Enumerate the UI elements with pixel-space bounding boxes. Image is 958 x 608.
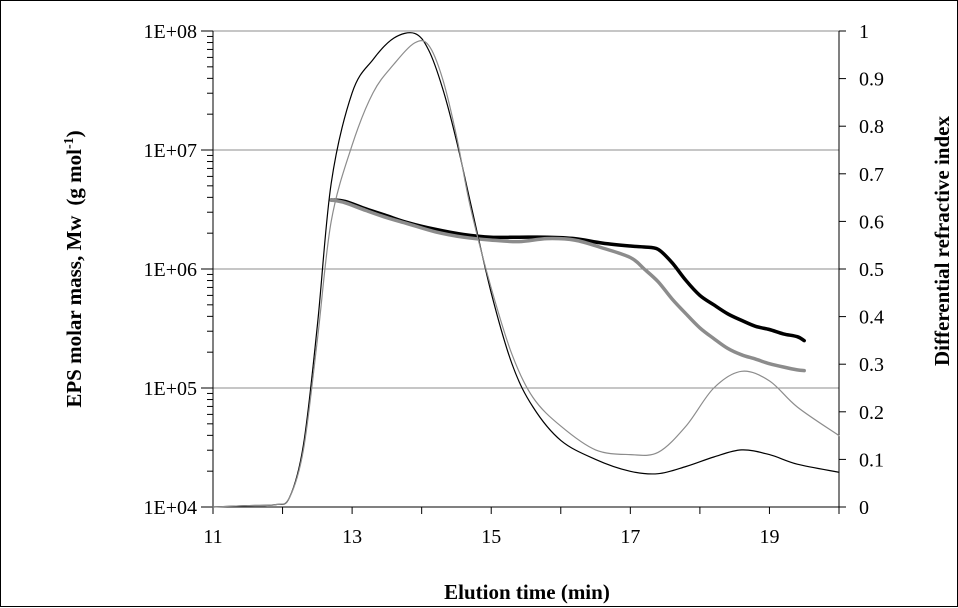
dri-series-gray [212,40,840,508]
y-axis-left-title-unit-suffix: ) [62,130,86,137]
y-left-tick-label: 1E+05 [144,378,198,400]
dri-series-black [212,32,840,508]
tick-labels: 1E+04 1E+05 1E+06 1E+07 1E+08 0 0.1 0.2 0.3 0.4 0.… [144,21,885,548]
y-right-tick-label: 0.4 [859,307,884,329]
y-right-tick-label: 0.2 [859,402,884,424]
y-right-tick-label: 0.3 [859,354,884,376]
x-tick-label: 19 [759,526,779,548]
mw-series-gray [329,198,806,373]
y-right-tick-label: 0.5 [859,259,884,281]
x-tick-label: 15 [481,526,501,548]
y-right-tick-label: 1 [859,21,869,43]
y-right-tick-label: 0.9 [859,69,884,91]
y-right-tick-label: 0.1 [859,449,884,471]
x-axis-title: Elution time (min) [444,580,610,604]
y-left-tick-label: 1E+08 [144,21,198,43]
y-axis-left-title: EPS molar mass, Mw (g mol-1) [62,130,86,407]
y-right-tick-label: 0 [859,497,869,519]
y-axis-left-title-main: EPS molar mass, Mw [62,215,86,408]
y-left-tick-label: 1E+04 [144,497,198,519]
axes [201,30,846,514]
gridlines [213,30,839,389]
x-tick-label: 17 [620,526,640,548]
x-tick-label: 13 [342,526,362,548]
y-axis-right-title: Differential refractive index [930,116,954,366]
y-left-tick-label: 1E+07 [144,140,198,162]
series-layer [212,32,840,508]
y-right-tick-label: 0.7 [859,164,884,186]
y-axis-left-title-unit-sup: -1 [62,137,77,149]
y-right-tick-label: 0.6 [859,211,884,233]
y-axis-left-title-unit-prefix: (g mol [62,149,86,206]
x-tick-label: 11 [203,526,222,548]
y-left-tick-label: 1E+06 [144,259,198,281]
y-right-tick-label: 0.8 [859,116,884,138]
